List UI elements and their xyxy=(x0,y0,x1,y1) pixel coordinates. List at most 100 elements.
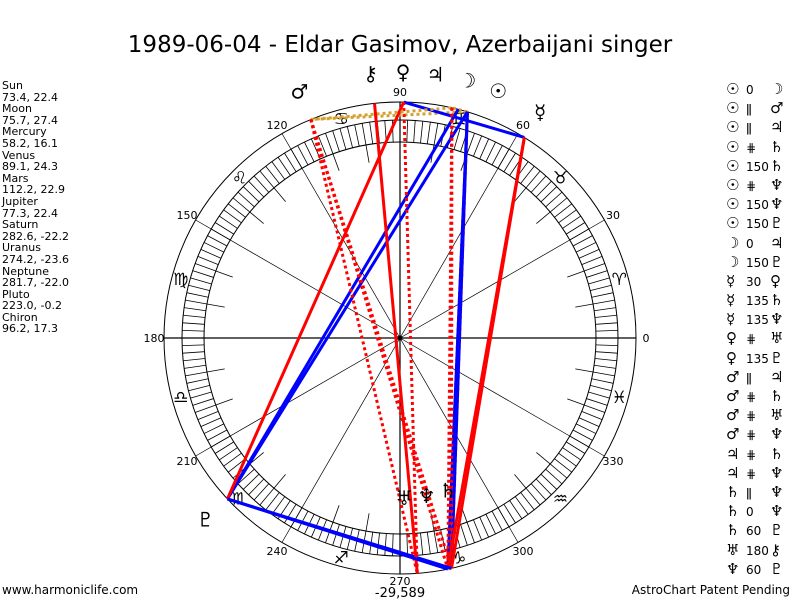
ring-tick xyxy=(243,187,259,202)
center-dot xyxy=(398,336,403,341)
ring-tick xyxy=(188,385,209,390)
degree-label: 330 xyxy=(603,455,624,468)
website-link[interactable]: www.harmoniclife.com xyxy=(2,583,138,597)
ring-tick xyxy=(467,522,475,543)
ring-tick xyxy=(370,122,373,144)
ring-tick xyxy=(201,418,221,427)
planet-glyph-sun: ☉ xyxy=(489,79,507,103)
ring-tick xyxy=(593,300,615,304)
ring-tick xyxy=(385,534,387,556)
decan-tick xyxy=(207,369,225,372)
decan-tick xyxy=(366,145,369,163)
ring-tick xyxy=(473,520,481,540)
ring-tick xyxy=(531,176,546,192)
ring-tick xyxy=(195,405,216,413)
ring-tick xyxy=(595,358,617,360)
ring-tick xyxy=(582,256,602,264)
ring-tick xyxy=(582,411,602,419)
ring-tick xyxy=(579,249,599,258)
degree-label: 60 xyxy=(516,119,530,132)
axis-line xyxy=(196,338,400,456)
ring-tick xyxy=(185,372,207,376)
planet-glyph-saturn: ♄ xyxy=(439,479,457,503)
ring-tick xyxy=(486,142,496,162)
ring-tick xyxy=(407,120,408,142)
decan-tick xyxy=(575,369,593,372)
ring-tick xyxy=(340,128,346,149)
ring-tick xyxy=(187,293,209,298)
ring-tick xyxy=(594,308,616,311)
ring-tick xyxy=(541,474,557,489)
ring-tick xyxy=(461,524,468,545)
zodiac-sign-glyph: ♋ xyxy=(334,110,349,130)
ring-tick xyxy=(590,385,611,390)
decan-tick xyxy=(567,271,584,277)
ring-tick xyxy=(586,399,607,406)
ring-tick xyxy=(188,285,209,290)
planet-glyph-neptune: ♆ xyxy=(417,484,435,508)
ring-tick xyxy=(427,122,430,144)
ring-tick xyxy=(187,379,209,384)
zodiac-sign-glyph: ♌ xyxy=(232,168,247,188)
ring-tick xyxy=(333,131,340,152)
ring-tick xyxy=(183,315,205,317)
degree-label: 0 xyxy=(643,332,650,345)
degree-label: 240 xyxy=(267,545,288,558)
degree-label: 180 xyxy=(144,332,165,345)
ring-tick xyxy=(576,424,596,434)
ring-tick xyxy=(190,278,211,284)
decan-tick xyxy=(274,188,286,202)
ring-tick xyxy=(594,365,616,368)
ring-tick xyxy=(249,181,264,197)
ring-tick xyxy=(480,517,489,537)
planet-glyph-uranus: ♅ xyxy=(395,486,413,510)
ring-tick xyxy=(473,136,481,156)
degree-label: 150 xyxy=(176,209,197,222)
ring-tick xyxy=(420,533,422,555)
ring-tick xyxy=(362,123,366,145)
degree-label: 120 xyxy=(267,119,288,132)
ring-tick xyxy=(592,379,614,384)
ring-tick xyxy=(183,323,205,325)
zodiac-sign-glyph: ♐ xyxy=(334,548,349,568)
ring-tick xyxy=(596,330,618,331)
ring-tick xyxy=(254,176,269,192)
ring-tick xyxy=(193,271,214,278)
zodiac-sign-glyph: ♎ xyxy=(173,388,188,408)
ring-tick xyxy=(198,256,218,264)
decan-tick xyxy=(333,154,339,171)
ring-tick xyxy=(193,399,214,406)
axis-line xyxy=(282,338,400,542)
decan-tick xyxy=(216,399,233,405)
ring-tick xyxy=(576,242,596,252)
decan-tick xyxy=(274,474,286,488)
decan-tick xyxy=(333,505,339,522)
ring-tick xyxy=(596,323,618,325)
patent-notice: AstroChart Patent Pending xyxy=(632,583,790,597)
decan-tick xyxy=(366,513,369,531)
planet-glyph-pluto: ♇ xyxy=(196,507,214,531)
zodiac-sign-glyph: ♒ xyxy=(553,490,568,510)
ring-tick xyxy=(586,271,607,278)
planet-glyph-venus: ♀ xyxy=(396,60,411,84)
ring-tick xyxy=(420,121,422,143)
ring-tick xyxy=(249,479,264,495)
ring-tick xyxy=(304,142,314,162)
ring-tick xyxy=(298,146,308,165)
ring-tick xyxy=(208,236,227,246)
ring-tick xyxy=(414,121,416,143)
ring-tick xyxy=(546,192,562,207)
degree-label: 300 xyxy=(513,545,534,558)
ring-tick xyxy=(184,365,206,368)
decan-tick xyxy=(250,212,264,224)
planet-glyph-mars: ♂ xyxy=(291,80,309,104)
ring-tick xyxy=(595,315,617,317)
ring-tick xyxy=(184,308,206,311)
ring-tick xyxy=(254,484,269,500)
ring-tick xyxy=(588,392,609,398)
ring-tick xyxy=(325,133,333,154)
ring-tick xyxy=(427,532,430,554)
ring-tick xyxy=(183,352,205,354)
ring-tick xyxy=(531,484,546,500)
